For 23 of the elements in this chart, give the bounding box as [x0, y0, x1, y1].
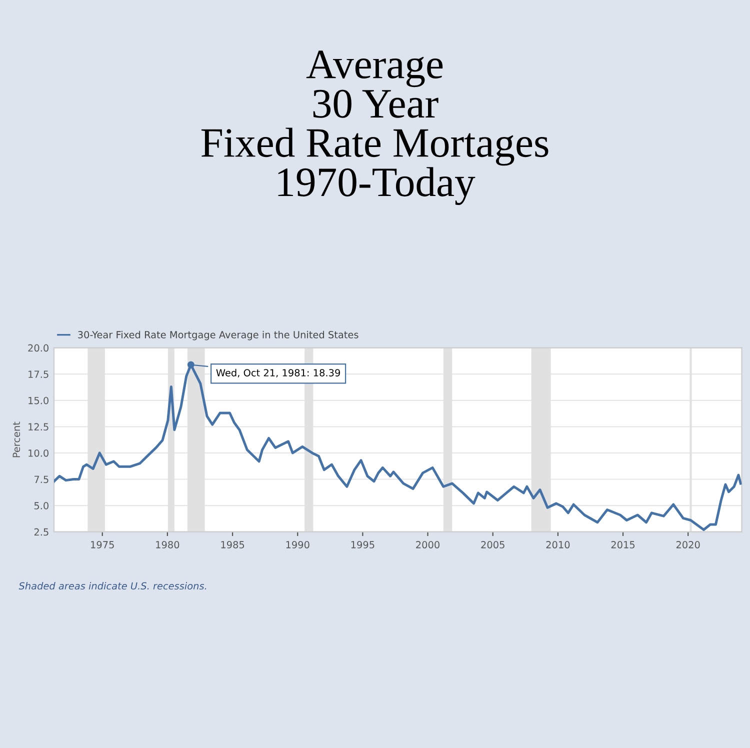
y-tick-label: 5.0: [34, 502, 48, 510]
y-tick-label: 10.0: [28, 449, 48, 457]
chart-title: Average 30 Year Fixed Rate Mortages 1970-Today: [201, 50, 548, 206]
x-tick-label: 2015: [611, 541, 635, 548]
y-axis-title: Percent: [12, 422, 20, 458]
x-tick-label: 2005: [481, 541, 504, 548]
x-tick-label: 1985: [221, 541, 244, 548]
x-tick-label: 1975: [91, 541, 114, 548]
x-tick-label: 2010: [546, 541, 570, 548]
x-tick-label: 1990: [286, 541, 310, 548]
x-tick-label: 1995: [351, 541, 374, 548]
y-tick-label: 15.0: [28, 396, 48, 404]
y-tick-label: 12.5: [28, 423, 48, 431]
y-tick-label: 7.5: [34, 476, 48, 484]
y-tick-label: 17.5: [28, 370, 48, 378]
x-tick-label: 2020: [676, 541, 700, 548]
x-tick-label: 2000: [416, 541, 440, 548]
text: Shaded areas indicate U.S. recessions.: [18, 582, 206, 590]
legend-label: 30-Year Fixed Rate Mortgage Average in the United States: [78, 330, 358, 340]
annotation: Wed, Oct 21, 1981: 18.39: [216, 368, 340, 378]
x-tick-label: 1980: [156, 541, 180, 548]
y-tick-label: 2.5: [34, 528, 48, 536]
y-tick-label: 20.0: [28, 344, 48, 352]
